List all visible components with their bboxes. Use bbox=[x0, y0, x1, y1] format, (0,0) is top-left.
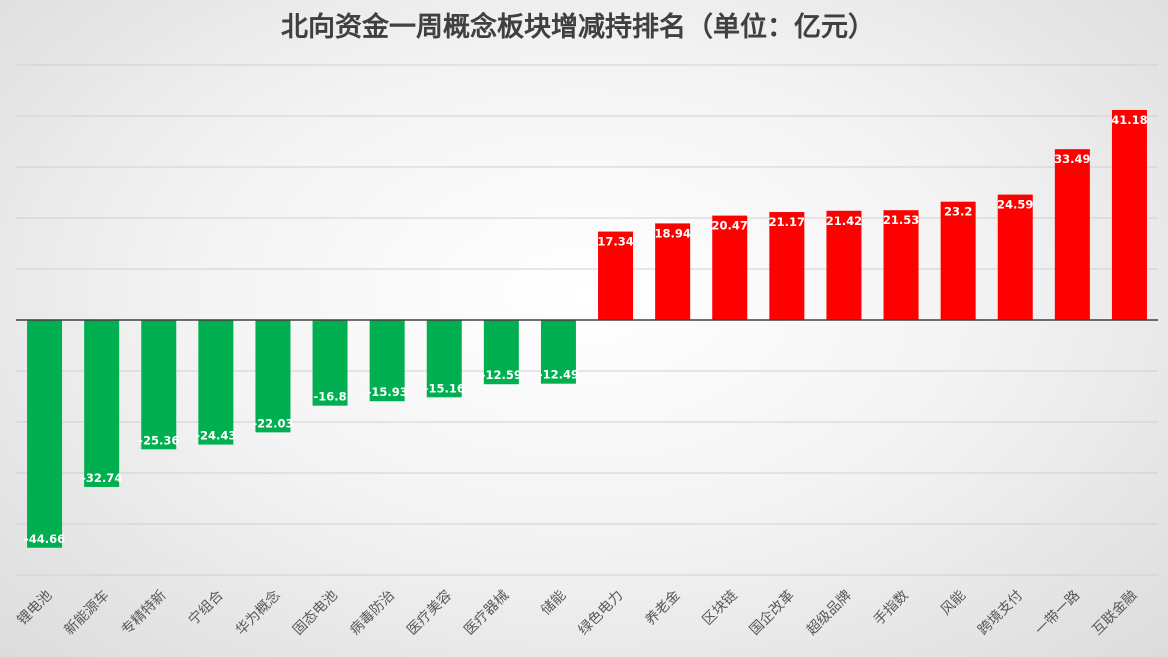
data-label: 41.18 bbox=[1111, 113, 1147, 127]
data-label: -12.49 bbox=[538, 368, 579, 382]
bar bbox=[369, 320, 405, 402]
bar bbox=[769, 212, 805, 320]
bar bbox=[883, 210, 919, 320]
category-label: 跨境支付 bbox=[975, 588, 1026, 639]
bar bbox=[1054, 149, 1090, 320]
category-label: 绿色电力 bbox=[575, 587, 627, 639]
category-label: 医疗美容 bbox=[403, 587, 455, 639]
bar bbox=[426, 320, 462, 398]
bars bbox=[27, 109, 1147, 548]
bar bbox=[1111, 109, 1147, 320]
bar bbox=[84, 320, 120, 487]
category-label: 区块链 bbox=[700, 588, 741, 629]
category-labels: 锂电池 新能源车 专精特新 宁组合 华为概念 固态电池 病毒防治 医疗美容 医疗器械 储能 绿色电力… bbox=[14, 587, 1140, 639]
bar bbox=[483, 320, 519, 385]
category-label: 新能源车 bbox=[61, 587, 113, 639]
category-label: 超级品牌 bbox=[803, 587, 855, 639]
bar bbox=[598, 231, 634, 320]
bar bbox=[540, 320, 576, 384]
bar bbox=[27, 320, 63, 548]
data-label: 18.94 bbox=[654, 226, 690, 240]
category-label: 风能 bbox=[938, 588, 969, 619]
category-label: 互联金融 bbox=[1089, 588, 1140, 639]
data-label: 21.42 bbox=[826, 214, 862, 228]
category-label: 手指数 bbox=[871, 588, 912, 629]
data-label: 20.47 bbox=[712, 219, 748, 233]
data-label: 21.17 bbox=[769, 215, 805, 229]
bar bbox=[826, 210, 862, 320]
category-label: 专精特新 bbox=[119, 588, 170, 639]
data-label: -25.36 bbox=[138, 433, 179, 447]
data-label: -15.93 bbox=[367, 385, 408, 399]
chart-title: 北向资金一周概念板块增减持排名（单位：亿元） bbox=[281, 11, 875, 43]
category-label: 储能 bbox=[538, 588, 569, 619]
category-label: 养老金 bbox=[642, 588, 683, 629]
bar bbox=[255, 320, 291, 433]
data-label: -24.43 bbox=[195, 429, 236, 443]
data-label: 17.34 bbox=[597, 235, 633, 249]
bar bbox=[141, 320, 177, 450]
bar bbox=[312, 320, 348, 406]
bar bbox=[997, 194, 1033, 320]
category-label: 一带一路 bbox=[1032, 588, 1083, 639]
category-label: 锂电池 bbox=[14, 588, 55, 629]
data-label: 23.2 bbox=[944, 205, 972, 219]
bar bbox=[655, 223, 691, 320]
data-label: -44.66 bbox=[24, 532, 65, 546]
data-label: -16.8 bbox=[313, 390, 346, 404]
data-label: -22.03 bbox=[252, 416, 293, 430]
data-label: 33.49 bbox=[1054, 152, 1090, 166]
data-label: 24.59 bbox=[997, 198, 1033, 212]
category-label: 国企改革 bbox=[746, 587, 798, 639]
category-label: 固态电池 bbox=[290, 588, 341, 639]
category-label: 华为概念 bbox=[232, 587, 284, 639]
value-labels: -44.66 -32.74 -25.36 -24.43 -22.03 -16.8 -15.9… bbox=[24, 113, 1148, 546]
category-label: 病毒防治 bbox=[347, 588, 398, 639]
data-label: -15.16 bbox=[424, 381, 465, 395]
category-label: 宁组合 bbox=[185, 587, 227, 629]
bar bbox=[940, 201, 976, 320]
data-label: -12.59 bbox=[481, 368, 522, 382]
bar bbox=[712, 215, 748, 320]
category-label: 医疗器械 bbox=[461, 588, 512, 639]
data-label: -32.74 bbox=[81, 471, 122, 485]
data-label: 21.53 bbox=[883, 213, 919, 227]
bar bbox=[198, 320, 234, 445]
